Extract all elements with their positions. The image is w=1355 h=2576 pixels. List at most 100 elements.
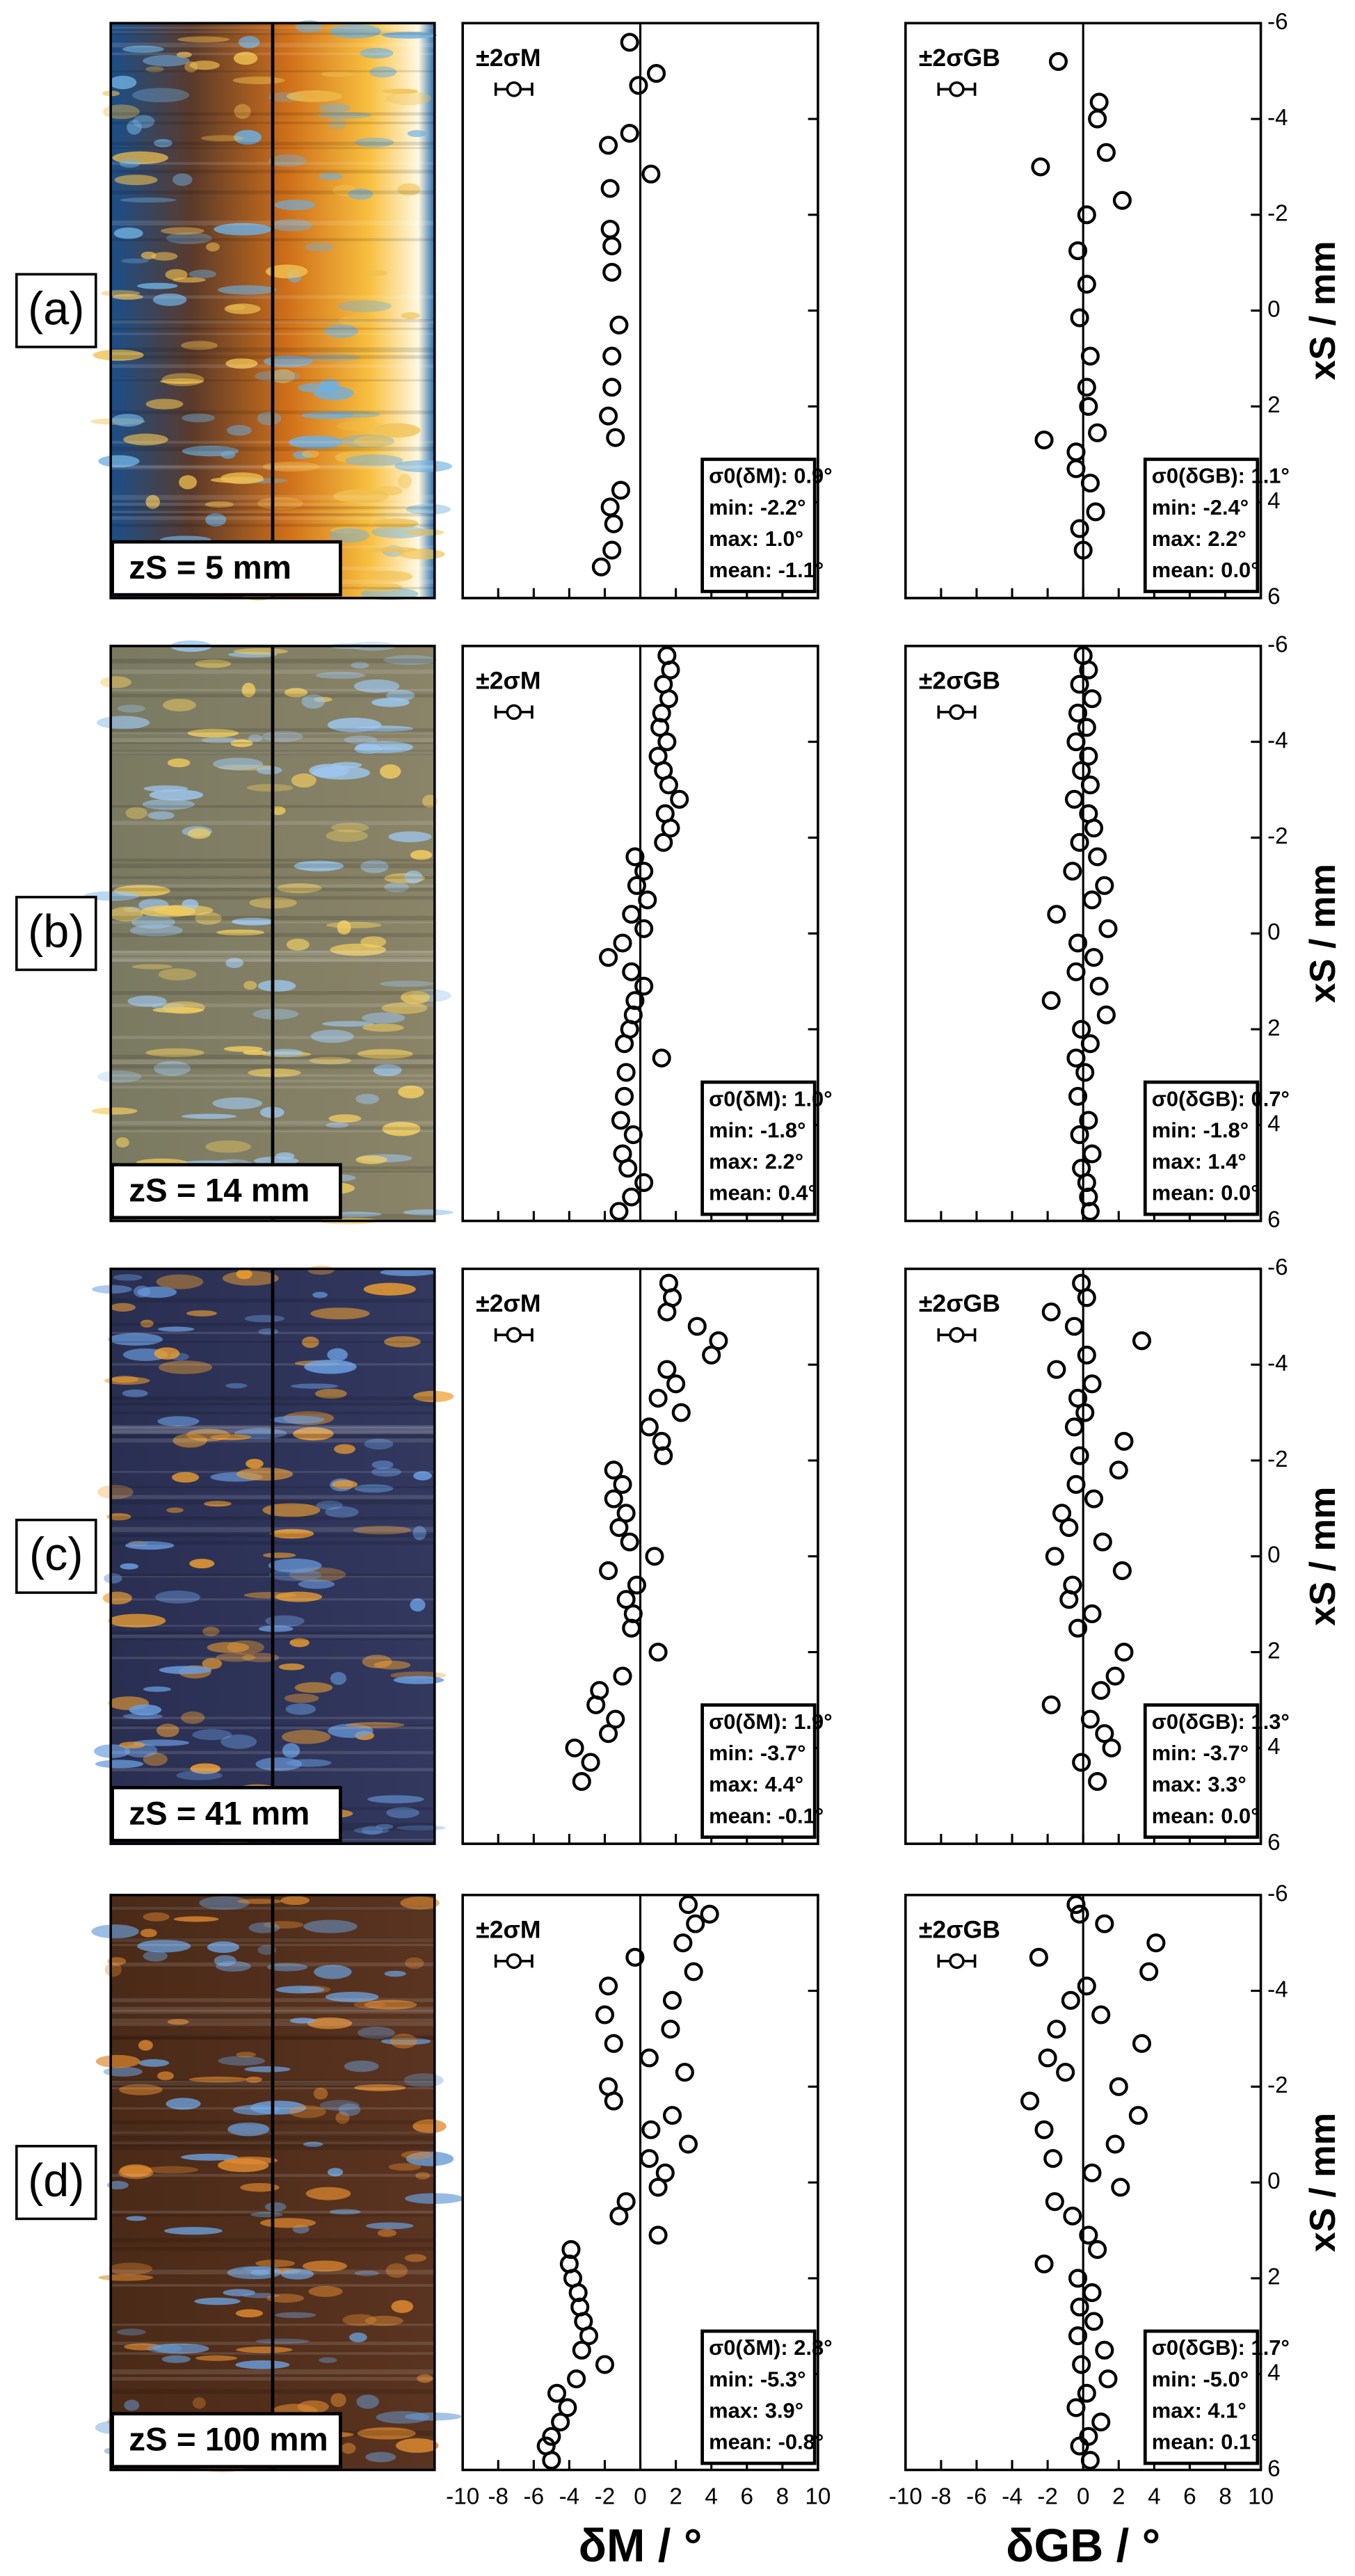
- texture: [151, 252, 178, 261]
- texture: [328, 118, 347, 130]
- texture: [376, 1824, 394, 1830]
- data-point: [604, 2091, 623, 2111]
- data-point: [599, 1561, 618, 1581]
- data-point: [599, 136, 618, 155]
- texture: [353, 435, 391, 448]
- data-point: [1098, 919, 1118, 938]
- data-point: [1059, 1518, 1079, 1537]
- texture: [205, 513, 227, 527]
- data-point: [648, 1388, 668, 1408]
- texture: [137, 1940, 191, 1953]
- data-point: [1132, 1331, 1152, 1351]
- texture: [303, 1919, 358, 1933]
- texture: [329, 1211, 382, 1217]
- texture: [266, 2294, 305, 2303]
- texture: [371, 526, 427, 539]
- texture: [410, 1598, 426, 1612]
- stats-line: mean: 0.0°: [1152, 558, 1260, 582]
- data-point: [700, 1904, 719, 1924]
- data-point: [1041, 1695, 1061, 1714]
- y-tick-label: 0: [1267, 1543, 1281, 1568]
- texture: [257, 980, 296, 992]
- data-point: [620, 124, 639, 143]
- data-point: [611, 1111, 630, 1130]
- texture: [338, 316, 370, 326]
- texture: [319, 103, 351, 113]
- texture: [353, 679, 400, 693]
- data-point: [1080, 474, 1100, 493]
- data-point: [1128, 2106, 1148, 2125]
- data-point: [1077, 1288, 1096, 1307]
- x-tick-label: -6: [524, 2484, 545, 2510]
- stats-line: max: 3.9°: [709, 2398, 803, 2422]
- texture: [386, 689, 415, 702]
- texture: [361, 1826, 383, 1835]
- texture: [271, 369, 295, 383]
- texture: [338, 300, 392, 312]
- texture: [111, 414, 144, 427]
- data-point: [1080, 775, 1100, 795]
- data-point: [625, 847, 645, 867]
- texture: [314, 1388, 347, 1399]
- texture: [354, 1484, 394, 1493]
- texture: [255, 370, 300, 383]
- texture: [131, 964, 173, 969]
- data-point: [1072, 2355, 1091, 2374]
- texture: [115, 1137, 129, 1148]
- data-point: [1082, 2163, 1102, 2182]
- image-label-box: [111, 1785, 342, 1842]
- stats-line: σ0(δGB): 1.1°: [1152, 464, 1290, 488]
- texture: [327, 718, 382, 732]
- data-point: [641, 2120, 661, 2139]
- texture: [103, 2066, 143, 2077]
- data-point: [1080, 1709, 1100, 1729]
- data-point: [1075, 1063, 1095, 1082]
- stats-line: max: 3.3°: [1152, 1772, 1246, 1796]
- texture: [384, 1970, 406, 1977]
- x-tick-label: 6: [1183, 2484, 1196, 2510]
- data-point: [648, 2225, 668, 2245]
- image-label: zS = 5 mm: [129, 549, 291, 586]
- texture: [391, 2300, 414, 2313]
- texture: [157, 1723, 179, 1737]
- texture: [379, 764, 401, 779]
- y-tick-label: -6: [1267, 632, 1288, 658]
- data-point: [657, 1360, 677, 1379]
- image-label-box: [111, 2412, 342, 2469]
- data-point: [1070, 832, 1089, 852]
- y-tick-label: 0: [1267, 2168, 1281, 2194]
- texture: [310, 1029, 354, 1043]
- texture: [354, 743, 383, 754]
- data-point: [1066, 459, 1086, 478]
- stats-line: mean: -0.1°: [709, 1803, 824, 1828]
- data-point: [1059, 1590, 1079, 1609]
- panel-label: (a): [28, 284, 84, 335]
- x-tick-label: 10: [1248, 2484, 1274, 2510]
- legend-label: ±2σGB: [919, 667, 1000, 695]
- texture: [335, 2111, 350, 2125]
- data-point: [1109, 2077, 1128, 2096]
- texture: [266, 1963, 308, 1972]
- texture: [189, 61, 220, 70]
- data-point: [602, 378, 622, 397]
- texture: [305, 2187, 351, 2200]
- data-point: [1047, 905, 1066, 924]
- texture: [396, 1825, 446, 1831]
- texture: [244, 2066, 291, 2072]
- texture: [354, 2084, 406, 2091]
- texture: [145, 494, 160, 509]
- texture: [407, 129, 427, 137]
- texture: [388, 831, 432, 842]
- texture: [305, 242, 335, 252]
- stats-line: σ0(δGB): 1.3°: [1152, 1709, 1290, 1734]
- texture: [270, 1415, 325, 1424]
- texture: [353, 1525, 412, 1535]
- texture: [133, 115, 155, 129]
- texture: [124, 2343, 161, 2351]
- texture: [223, 2289, 256, 2296]
- data-point: [1020, 2091, 1040, 2111]
- data-point: [579, 2326, 599, 2346]
- data-point: [1070, 308, 1089, 328]
- texture: [291, 1383, 339, 1389]
- data-point: [1080, 1034, 1100, 1054]
